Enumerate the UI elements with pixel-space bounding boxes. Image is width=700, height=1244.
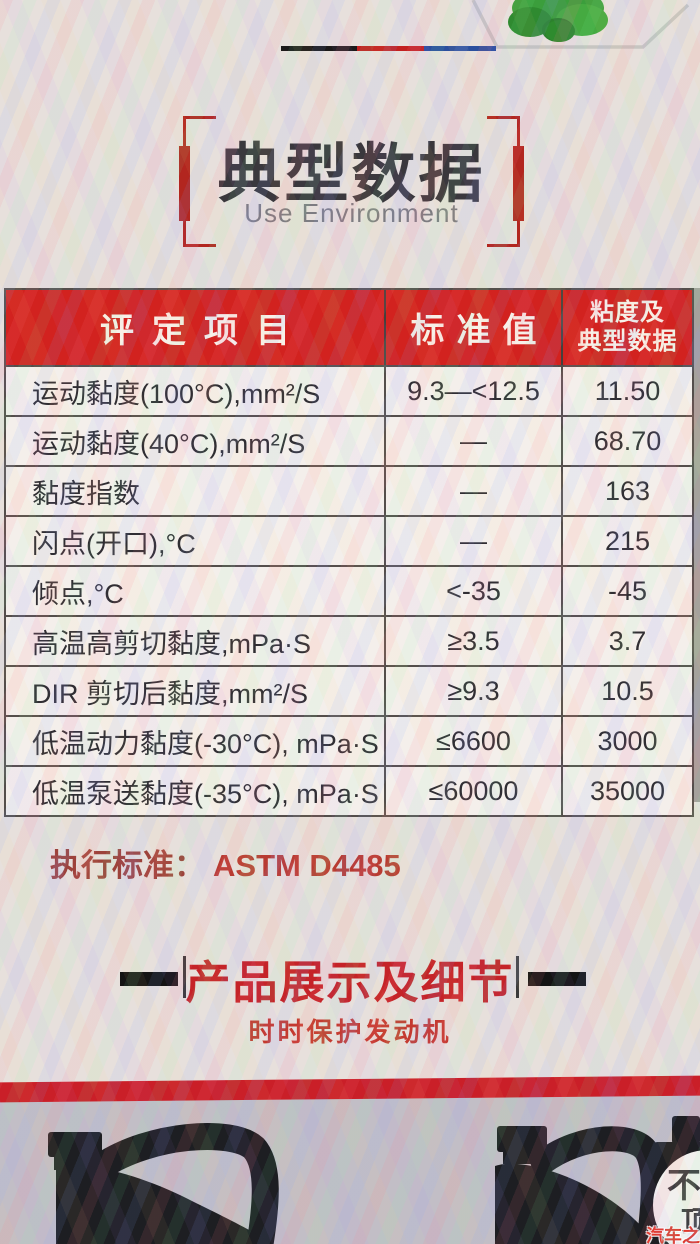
hexagon-plant-decor: [430, 0, 700, 62]
right-bracket-decor: [487, 116, 524, 247]
table-row: 低温动力黏度(-30°C), mPa·S ≤6600 3000: [6, 715, 692, 765]
row-item: 运动黏度(40°C),mm²/S: [6, 417, 386, 465]
standard-note-label: 执行标准：: [50, 848, 205, 883]
header-typical-data: 粘度及 典型数据: [563, 290, 692, 365]
oil-bottle-right-cap: [672, 1116, 700, 1144]
table-row: 高温高剪切黏度,mPa·S ≥3.5 3.7: [6, 615, 692, 665]
row-value: -45: [607, 575, 648, 606]
row-value: 215: [604, 525, 651, 556]
row-standard: ≥3.5: [386, 617, 563, 665]
row-value: 10.5: [601, 675, 654, 706]
row-item: 低温动力黏度(-30°C), mPa·S: [6, 717, 386, 765]
row-standard: —: [386, 467, 563, 515]
header-typical-data-line2: 典型数据: [577, 327, 678, 355]
hexagon-outline-icon: [471, 0, 690, 49]
header-evaluation-item: 评定项目: [6, 290, 386, 365]
row-standard: —: [386, 417, 563, 465]
row-value: 3.7: [608, 625, 647, 656]
showcase-title: 产品展示及细节: [185, 957, 515, 1008]
photo-edge-strip: [690, 288, 700, 802]
table-row: 倾点,°C <-35 -45: [6, 565, 692, 615]
row-item: 运动黏度(100°C),mm²/S: [6, 367, 386, 415]
row-standard: ≤60000: [386, 767, 563, 815]
divider-black-segment: [281, 46, 357, 51]
row-value: 11.50: [594, 375, 661, 406]
row-value: 3000: [597, 725, 658, 756]
row-item: DIR 剪切后黏度,mm²/S: [6, 667, 386, 715]
left-bar-decor: [183, 956, 186, 998]
badge-text-line2: 顶: [681, 1206, 700, 1237]
row-standard: ≤6600: [386, 717, 563, 765]
row-standard: ≥9.3: [386, 667, 563, 715]
left-bracket-decor: [179, 116, 216, 247]
oil-bottle-middle: [483, 1118, 666, 1244]
badge-text-line1: 不: [667, 1167, 700, 1205]
row-standard: <-35: [386, 567, 563, 615]
page-title: 典型数据: [217, 138, 486, 210]
row-item: 倾点,°C: [6, 567, 386, 615]
left-dash-decor: [120, 972, 178, 986]
table-row: 闪点(开口),°C — 215: [6, 515, 692, 565]
row-value: 68.70: [593, 425, 662, 456]
standard-note-value: ASTM D4485: [213, 848, 401, 883]
row-item: 黏度指数: [6, 467, 386, 515]
watermark: 汽车之家: [646, 1226, 700, 1244]
table-row: 低温泵送黏度(-35°C), mPa·S ≤60000 35000: [6, 765, 692, 815]
table-row: 黏度指数 — 163: [6, 465, 692, 515]
row-item: 闪点(开口),°C: [6, 517, 386, 565]
row-value: 163: [604, 475, 651, 506]
header-typical-data-line1: 粘度及: [590, 298, 665, 326]
table-header-row: 评定项目 标准值 粘度及 典型数据: [6, 290, 692, 365]
row-item: 低温泵送黏度(-35°C), mPa·S: [6, 767, 386, 815]
page-subtitle: Use Environment: [244, 198, 459, 228]
header-standard-value: 标准值: [386, 290, 563, 365]
divider-red-segment: [357, 46, 424, 51]
divider-blue-segment: [424, 46, 496, 51]
plant-icon: [508, 0, 608, 42]
row-item: 高温高剪切黏度,mPa·S: [6, 617, 386, 665]
table-row: DIR 剪切后黏度,mm²/S ≥9.3 10.5: [6, 665, 692, 715]
tricolor-divider: [281, 46, 496, 51]
row-standard: —: [386, 517, 563, 565]
row-value: 35000: [589, 775, 666, 806]
row-standard: 9.3—<12.5: [386, 367, 563, 415]
right-dash-decor: [528, 972, 586, 986]
typical-data-table: 评定项目 标准值 粘度及 典型数据 运动黏度(100°C),mm²/S 9.3—…: [4, 288, 694, 817]
right-bar-decor: [516, 956, 519, 998]
showcase-subtitle: 时时保护发动机: [248, 1017, 452, 1047]
table-row: 运动黏度(100°C),mm²/S 9.3—<12.5 11.50: [6, 365, 692, 415]
oil-bottle-left: [40, 1118, 290, 1244]
standard-note: 执行标准： ASTM D4485: [50, 840, 401, 885]
title-block: 典型数据 Use Environment: [179, 116, 524, 247]
table-row: 运动黏度(40°C),mm²/S — 68.70: [6, 415, 692, 465]
